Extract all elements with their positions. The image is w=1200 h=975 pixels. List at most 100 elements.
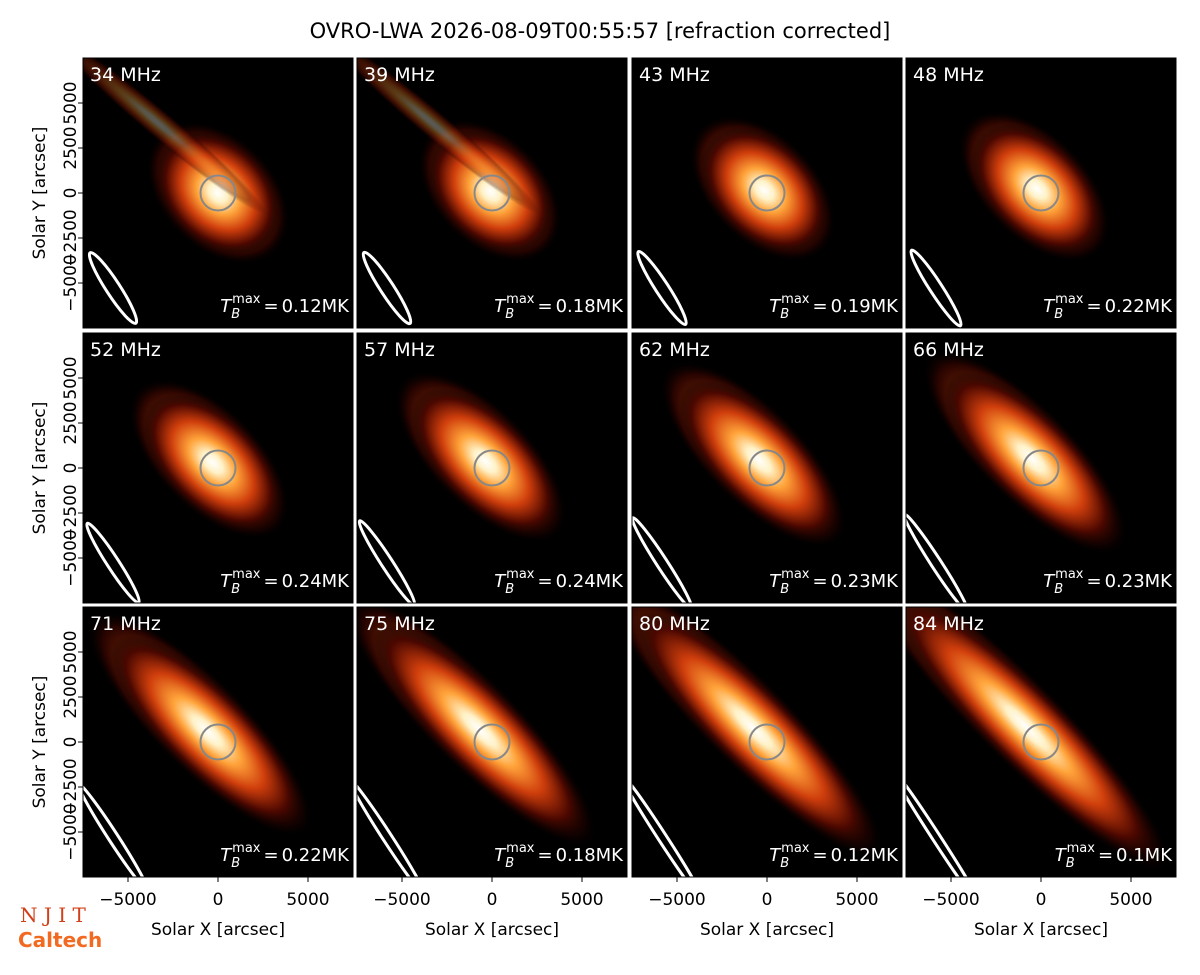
solar-disk bbox=[199, 449, 237, 487]
tb-sign: = bbox=[1086, 296, 1101, 317]
frequency-label: 57 MHz bbox=[364, 339, 435, 361]
beam bbox=[909, 248, 963, 328]
x-tick-label: 0 bbox=[213, 890, 224, 910]
panel bbox=[83, 607, 353, 877]
x-axis-label: Solar X [arcsec] bbox=[151, 920, 285, 940]
tb-sign: = bbox=[812, 296, 827, 317]
panel bbox=[83, 333, 353, 603]
frequency-label: 43 MHz bbox=[639, 64, 710, 86]
x-tick-label: −5000 bbox=[922, 890, 980, 910]
tb-sub: B bbox=[1054, 582, 1063, 597]
emission bbox=[144, 394, 281, 531]
beam bbox=[906, 512, 970, 603]
solar-disk bbox=[1022, 449, 1060, 487]
tb-value: 0.24MK bbox=[282, 571, 351, 592]
y-tick-label: −2500 bbox=[61, 209, 81, 267]
y-tick-label: 0 bbox=[61, 188, 81, 199]
y-tick-label: 5000 bbox=[61, 81, 81, 124]
frequency-label: 34 MHz bbox=[90, 64, 161, 86]
beam bbox=[361, 250, 413, 326]
panel bbox=[632, 607, 902, 877]
y-axis-label: Solar Y [arcsec] bbox=[30, 402, 50, 535]
tb-max-label: TBmax = 0.19MK bbox=[769, 292, 899, 322]
tb-sign: = bbox=[263, 296, 278, 317]
tb-sub: B bbox=[1054, 307, 1063, 322]
tb-sup: max bbox=[1055, 567, 1084, 582]
tb-max-label: TBmax = 0.22MK bbox=[220, 841, 350, 871]
emission bbox=[701, 127, 827, 253]
panel-frame bbox=[905, 332, 1177, 604]
tb-value: 0.23MK bbox=[831, 571, 900, 592]
tb-sign: = bbox=[812, 571, 827, 592]
panel bbox=[357, 333, 627, 603]
y-tick-label: 2500 bbox=[61, 401, 81, 444]
tb-symbol: T bbox=[494, 296, 507, 317]
solar-disk bbox=[473, 723, 511, 761]
y-tick-label: 2500 bbox=[61, 675, 81, 718]
tb-sign: = bbox=[263, 845, 278, 866]
x-tick-label: 0 bbox=[762, 890, 773, 910]
tb-value: 0.22MK bbox=[282, 845, 351, 866]
tb-sign: = bbox=[537, 845, 552, 866]
solar-disk bbox=[473, 174, 511, 212]
tb-max-label: TBmax = 0.12MK bbox=[220, 292, 350, 322]
tb-value: 0.18MK bbox=[556, 296, 625, 317]
frequency-label: 84 MHz bbox=[913, 613, 984, 635]
y-tick-label: −5000 bbox=[61, 529, 81, 587]
emission bbox=[679, 380, 838, 539]
y-tick-label: −5000 bbox=[61, 803, 81, 861]
tb-symbol: T bbox=[1043, 296, 1056, 317]
beam bbox=[636, 249, 688, 327]
panel bbox=[906, 58, 1176, 328]
tb-sup: max bbox=[506, 567, 535, 582]
sidelobe bbox=[357, 58, 540, 214]
tb-sub: B bbox=[780, 856, 789, 871]
tb-sub: B bbox=[780, 582, 789, 597]
tb-max-label: TBmax = 0.1MK bbox=[1055, 841, 1174, 871]
tb-symbol: T bbox=[220, 571, 233, 592]
y-tick-label: 0 bbox=[61, 463, 81, 474]
tb-max-label: TBmax = 0.24MK bbox=[494, 567, 624, 597]
panel bbox=[83, 58, 353, 328]
beam bbox=[632, 772, 705, 877]
panel-frame bbox=[356, 332, 628, 604]
sidelobe bbox=[83, 58, 266, 214]
x-tick-label: 5000 bbox=[560, 890, 603, 910]
panel-frame bbox=[631, 332, 903, 604]
tb-sub: B bbox=[780, 307, 789, 322]
panel bbox=[632, 333, 902, 603]
panel bbox=[906, 607, 1176, 877]
tb-symbol: T bbox=[220, 296, 233, 317]
tb-value: 0.23MK bbox=[1105, 571, 1174, 592]
beam bbox=[357, 519, 417, 603]
x-tick-label: 0 bbox=[487, 890, 498, 910]
tb-sign: = bbox=[537, 296, 552, 317]
beam bbox=[83, 782, 150, 877]
emission bbox=[636, 611, 871, 846]
tb-max-label: TBmax = 0.12MK bbox=[769, 841, 899, 871]
x-axis-label: Solar X [arcsec] bbox=[974, 920, 1108, 940]
tb-value: 0.12MK bbox=[831, 845, 900, 866]
emission bbox=[944, 371, 1118, 545]
solar-disk bbox=[1022, 174, 1060, 212]
tb-symbol: T bbox=[769, 571, 782, 592]
solar-disk bbox=[199, 174, 237, 212]
frequency-label: 71 MHz bbox=[90, 613, 161, 635]
x-tick-label: −5000 bbox=[648, 890, 706, 910]
tb-value: 0.19MK bbox=[831, 296, 900, 317]
panel bbox=[906, 333, 1176, 603]
frequency-label: 39 MHz bbox=[364, 64, 435, 86]
beam bbox=[357, 777, 427, 877]
x-axis-label: Solar X [arcsec] bbox=[700, 920, 834, 940]
tb-sub: B bbox=[505, 582, 514, 597]
frequency-label: 80 MHz bbox=[639, 613, 710, 635]
tb-sign: = bbox=[1098, 845, 1113, 866]
emission bbox=[906, 607, 1157, 858]
tb-sub: B bbox=[231, 307, 240, 322]
panel-frame bbox=[631, 57, 903, 329]
x-tick-label: 5000 bbox=[835, 890, 878, 910]
panel bbox=[632, 58, 902, 328]
tb-max-label: TBmax = 0.22MK bbox=[1043, 292, 1173, 322]
frequency-label: 75 MHz bbox=[364, 613, 435, 635]
